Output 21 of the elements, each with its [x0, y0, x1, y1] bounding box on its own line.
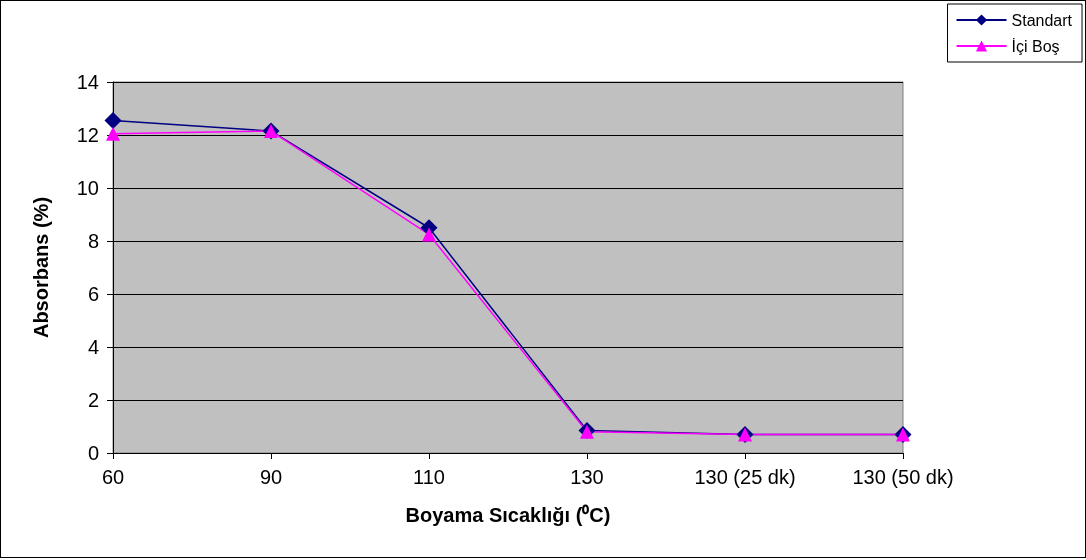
y-tick-label: 14 [76, 71, 99, 93]
y-tick-label: 10 [76, 177, 99, 199]
y-tick-label: 4 [87, 336, 99, 358]
x-axis-title: Boyama Sıcaklığı (⁰C) [405, 504, 611, 526]
x-tick-label: 130 [570, 466, 604, 488]
y-tick-label: 12 [76, 124, 99, 146]
point [422, 227, 436, 242]
y-tick-label: 8 [87, 230, 99, 252]
point [104, 111, 122, 129]
y-tick-label: 0 [87, 442, 99, 464]
x-tick-label: 110 [413, 466, 445, 488]
x-tick-label: 60 [101, 466, 125, 488]
x-tick-label: 130 (25 dk) [694, 466, 796, 488]
legend-label: İçi Boş [1011, 36, 1060, 55]
point [106, 126, 120, 141]
legend-label: Standart [1011, 11, 1073, 29]
x-tick-label: 130 (50 dk) [852, 466, 954, 488]
y-tick-label: 2 [87, 389, 99, 411]
y-tick-label: 6 [87, 283, 99, 305]
y-axis-title: Absorbans (%) [30, 196, 52, 339]
x-tick-label: 90 [259, 466, 283, 488]
